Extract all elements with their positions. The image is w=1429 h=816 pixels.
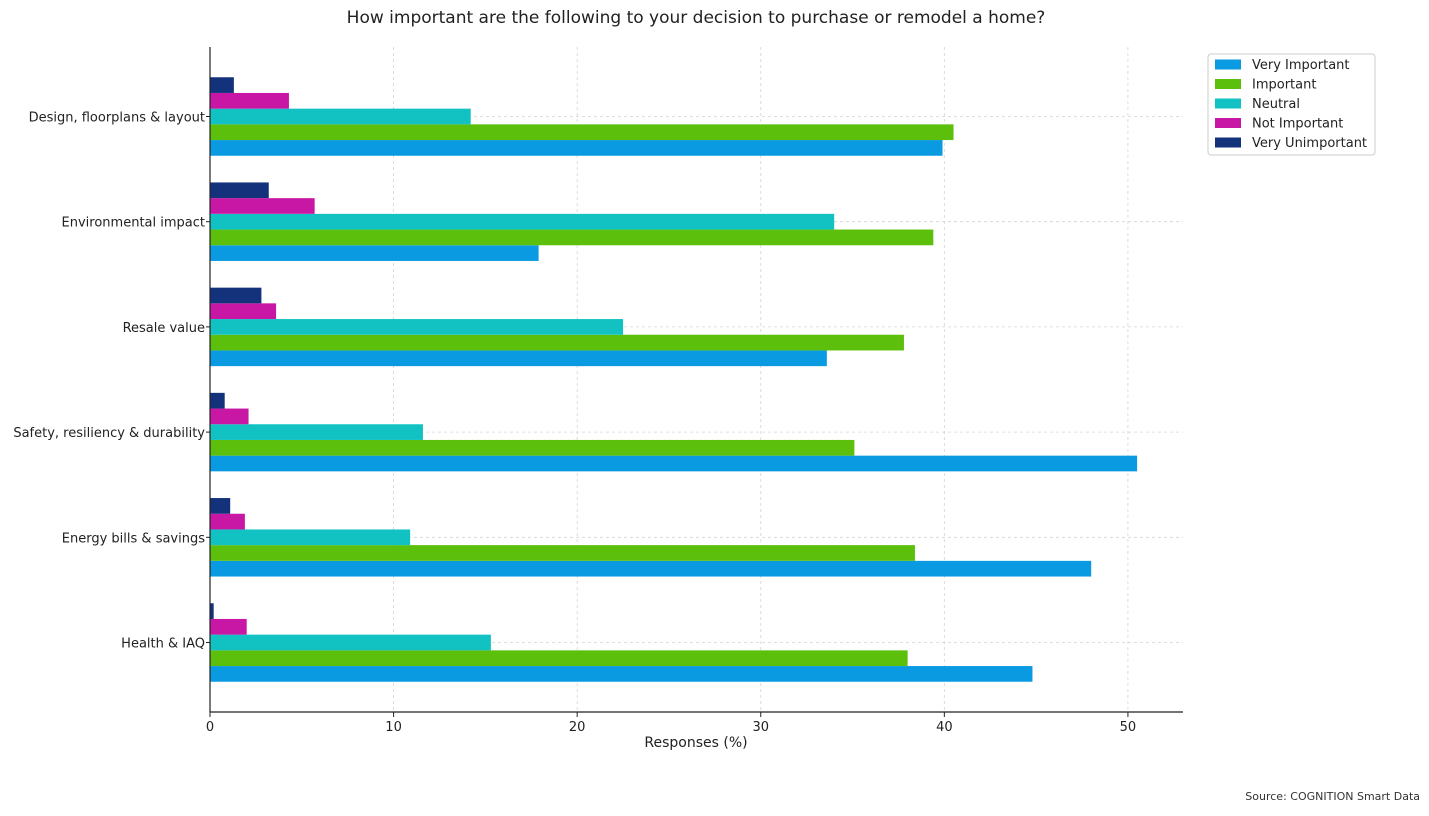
legend-swatch: [1215, 79, 1241, 89]
x-tick-label: 20: [569, 720, 586, 735]
x-tick-label: 40: [936, 720, 953, 735]
category-label: Design, floorplans & layout: [29, 111, 205, 126]
legend-label: Very Important: [1252, 58, 1350, 73]
category-label: Energy bills & savings: [62, 531, 205, 546]
bar: [210, 666, 1033, 682]
bar: [210, 408, 249, 425]
bar: [210, 603, 214, 619]
bar: [210, 182, 269, 199]
legend-box: [1207, 53, 1376, 156]
legend-swatch: [1215, 98, 1241, 109]
legend-swatch: [1215, 118, 1241, 128]
source-note: Source: COGNITION Smart Data: [1245, 790, 1420, 803]
x-axis-title: Responses (%): [644, 735, 747, 751]
bar: [210, 513, 245, 530]
bar: [210, 650, 908, 667]
x-tick-label: 0: [206, 720, 214, 735]
bar: [210, 198, 315, 214]
bar: [210, 439, 855, 456]
axes: [209, 47, 1183, 713]
legend-swatch: [1215, 137, 1241, 148]
x-ticks: 0 10 20 30 40 50: [206, 116, 1137, 735]
bar: [210, 455, 1138, 472]
bar: [210, 92, 289, 109]
legend-label: Neutral: [1252, 97, 1300, 112]
bar: [210, 618, 247, 635]
bar: [210, 303, 277, 320]
bar: [210, 529, 411, 546]
bar: [210, 424, 423, 440]
category-label: Resale value: [123, 321, 205, 336]
bar: [210, 108, 471, 125]
x-tick-label: 10: [385, 720, 402, 735]
chart-title: How important are the following to your …: [347, 8, 1046, 28]
bar: [210, 229, 934, 246]
bar: [210, 350, 827, 367]
legend-label: Important: [1252, 78, 1316, 93]
legend: Very Important Important Neutral Not Import…: [1207, 53, 1376, 156]
bar: [210, 498, 231, 514]
category-label: Health & IAQ: [121, 637, 205, 652]
legend-label: Not Important: [1252, 117, 1343, 132]
category-label: Environmental impact: [62, 216, 205, 231]
bar: [210, 319, 624, 335]
x-tick-label: 30: [752, 720, 769, 735]
bar: [210, 213, 835, 230]
bar: [210, 560, 1092, 577]
bar: [210, 140, 943, 156]
category-labels: Health & IAQ Energy bills & savings Safety…: [13, 111, 205, 652]
bar: [210, 634, 491, 651]
legend-label: Very Unimportant: [1252, 136, 1367, 151]
bar: [210, 334, 904, 351]
x-tick-label: 50: [1120, 720, 1137, 735]
category-label: Safety, resiliency & durability: [13, 426, 205, 441]
bar: [210, 77, 234, 93]
bar: [210, 545, 915, 561]
legend-swatch: [1215, 59, 1241, 70]
bar: [210, 392, 225, 409]
bars: [210, 77, 1138, 682]
bar: [210, 245, 539, 261]
bar: [210, 124, 954, 141]
bar: [210, 287, 262, 304]
